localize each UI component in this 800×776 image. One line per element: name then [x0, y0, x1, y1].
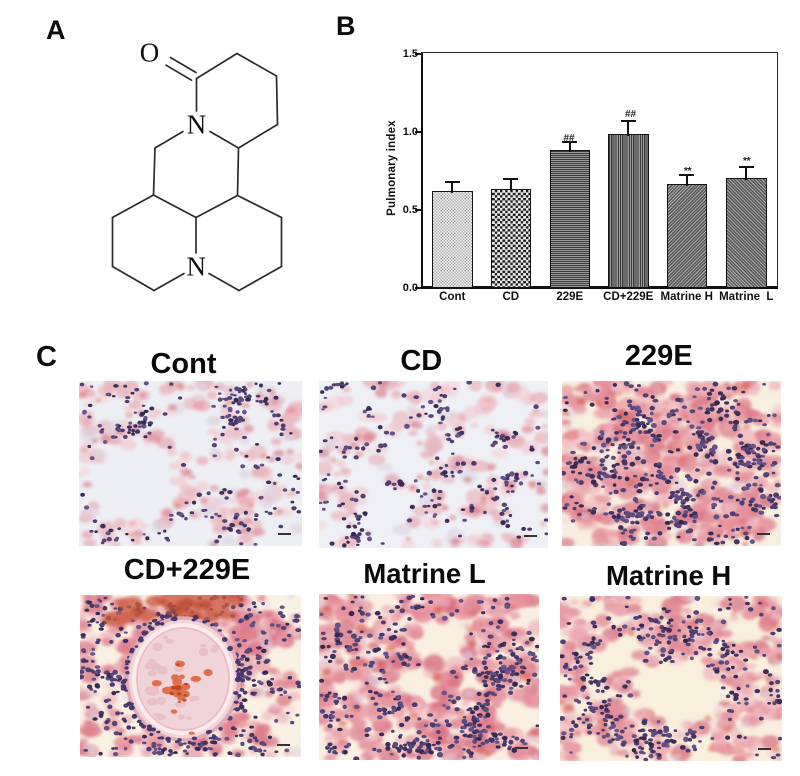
- svg-text:N: N: [187, 252, 207, 282]
- svg-text:N: N: [187, 110, 207, 140]
- svg-text:O: O: [140, 38, 160, 68]
